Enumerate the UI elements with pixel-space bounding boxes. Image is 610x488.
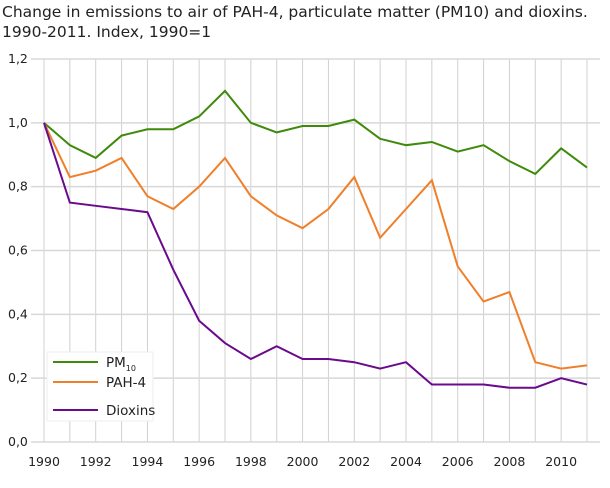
y-tick-label: 0,6 (8, 243, 28, 258)
legend-label-subscript: 10 (126, 364, 136, 373)
legend-box (46, 351, 154, 422)
x-tick-label: 2002 (338, 454, 370, 469)
x-tick-label: 2000 (287, 454, 319, 469)
series-line-dioxins (43, 122, 588, 389)
x-tick-label: 1996 (183, 454, 215, 469)
title-line-1: Change in emissions to air of PAH-4, par… (2, 3, 588, 21)
x-tick-label: 1998 (235, 454, 267, 469)
x-tick-label: 2008 (494, 454, 526, 469)
x-tick-label: 2010 (545, 454, 577, 469)
y-tick-label: 0,0 (8, 434, 28, 449)
y-tick-label: 0,8 (8, 179, 28, 194)
chart-title: Change in emissions to air of PAH-4, par… (2, 2, 588, 42)
y-tick-label: 1,0 (8, 115, 28, 130)
y-tick-label: 1,2 (8, 51, 28, 66)
y-tick-label: 0,2 (8, 370, 28, 385)
y-tick-label: 0,4 (8, 306, 28, 321)
legend-label: PAH-4 (106, 375, 146, 391)
legend-label: Dioxins (106, 403, 155, 419)
x-tick-label: 2004 (390, 454, 422, 469)
x-tick-label: 1992 (80, 454, 112, 469)
x-tick-label: 1990 (28, 454, 60, 469)
title-line-2: 1990-2011. Index, 1990=1 (2, 23, 212, 41)
series-line-pm10 (43, 89, 588, 176)
x-tick-label: 1994 (132, 454, 164, 469)
x-tick-label: 2006 (442, 454, 474, 469)
series-line-pah-4 (43, 122, 588, 370)
